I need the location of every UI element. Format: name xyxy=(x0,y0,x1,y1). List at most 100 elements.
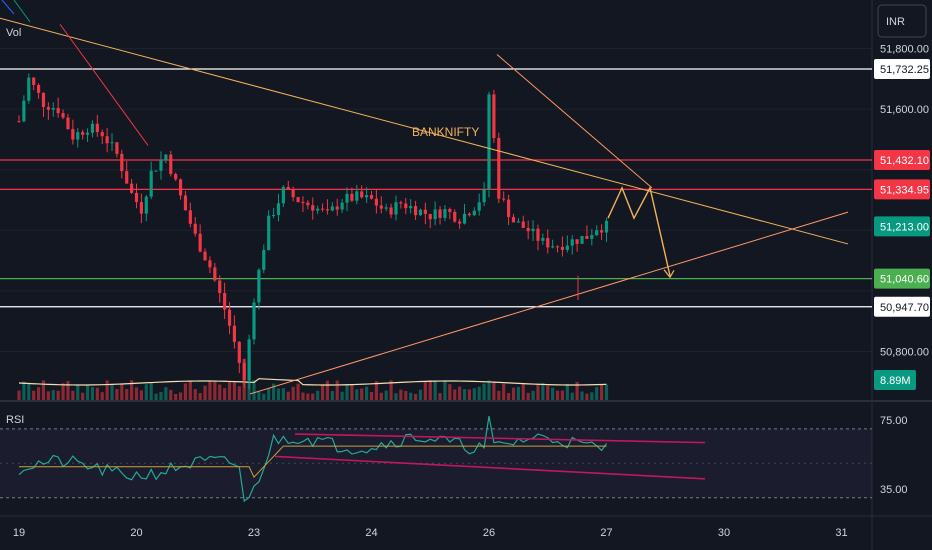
candle-body xyxy=(115,142,119,154)
candle-body xyxy=(218,280,222,293)
candle-body xyxy=(51,108,55,110)
candlestick-series[interactable] xyxy=(17,73,609,390)
rsi-channel-lower xyxy=(274,455,706,480)
volume-bar xyxy=(296,383,300,400)
candle-body xyxy=(575,239,579,244)
volume-bar xyxy=(66,381,70,400)
volume-bar xyxy=(110,385,114,400)
volume-bar xyxy=(438,393,442,400)
candle-body xyxy=(130,183,134,193)
candle-body xyxy=(237,341,241,363)
candle-body xyxy=(46,106,50,110)
candle-body xyxy=(413,206,418,216)
candle-body xyxy=(477,202,481,211)
volume-bar xyxy=(144,384,148,400)
horizontal-levels xyxy=(0,47,872,353)
candle-body xyxy=(85,132,90,135)
volume-bar xyxy=(458,386,462,400)
level-tag xyxy=(874,179,930,200)
candle-body xyxy=(335,206,339,210)
volume-bar xyxy=(164,387,168,400)
volume-bar xyxy=(399,389,403,400)
candle-body xyxy=(120,153,124,172)
volume-bar xyxy=(585,393,589,400)
candle-body xyxy=(188,210,192,224)
volume-bar xyxy=(575,381,579,400)
candle-body xyxy=(36,84,41,93)
volume-bar xyxy=(477,386,481,400)
volume-bar xyxy=(551,387,555,400)
volume-bar xyxy=(409,392,413,400)
candle-body xyxy=(516,221,520,223)
volume-bar xyxy=(526,392,530,400)
price-tick-label: 51,800.00 xyxy=(880,43,929,55)
volume-bar xyxy=(428,380,432,400)
time-tick-label: 19 xyxy=(13,527,25,539)
volume-bar xyxy=(56,390,60,400)
level-label: 51,432.10 xyxy=(880,155,929,167)
volume-bar xyxy=(227,381,232,400)
volume-bar xyxy=(125,388,129,400)
level-label: 51,040.60 xyxy=(880,274,929,286)
candle-body xyxy=(467,213,472,216)
candle-body xyxy=(144,196,148,214)
candle-body xyxy=(95,123,99,133)
candle-body xyxy=(169,154,173,174)
candle-body xyxy=(183,195,188,211)
candle-body xyxy=(56,108,60,114)
banknifty-annotation[interactable]: BANKNIFTY xyxy=(412,125,479,139)
candle-body xyxy=(22,100,26,122)
candle-body xyxy=(404,203,408,209)
volume-bar xyxy=(487,380,491,400)
volume-bar xyxy=(100,392,104,400)
volume-bar xyxy=(541,382,545,400)
volume-bar xyxy=(198,393,202,400)
volume-bar xyxy=(306,393,310,400)
time-tick-label: 27 xyxy=(600,527,612,539)
volume-bar xyxy=(301,392,305,400)
time-tick-label: 23 xyxy=(248,527,260,539)
volume-ma-line xyxy=(18,378,607,386)
volume-bar xyxy=(570,392,574,400)
volume-bar xyxy=(17,390,21,400)
volume-bar xyxy=(120,383,124,400)
drawing-stub xyxy=(13,0,31,23)
volume-bar xyxy=(565,383,569,400)
candle-body xyxy=(325,209,330,211)
candle-body xyxy=(443,209,447,218)
volume-bar xyxy=(506,393,511,400)
candle-body xyxy=(286,186,290,190)
volume-bar xyxy=(218,384,222,400)
time-tick-label: 31 xyxy=(835,527,847,539)
candle-body xyxy=(306,202,310,206)
volume-bar xyxy=(262,393,266,400)
candle-body xyxy=(418,209,423,216)
currency-button[interactable]: INR xyxy=(877,4,927,38)
volume-bar xyxy=(502,383,506,400)
volume-bar xyxy=(27,383,31,400)
candle-body xyxy=(296,197,300,203)
candle-body xyxy=(281,186,285,204)
candle-body xyxy=(276,203,281,215)
candle-body xyxy=(570,239,574,246)
volume-bar xyxy=(448,384,452,400)
candle-body xyxy=(27,77,31,101)
candle-body xyxy=(110,142,114,144)
candle-body xyxy=(590,235,594,239)
volume-bar xyxy=(36,387,41,400)
volume-bar xyxy=(389,380,393,400)
candle-body xyxy=(252,302,256,340)
level-label: 51,732.25 xyxy=(880,64,929,76)
candle-body xyxy=(159,160,163,171)
rsi-pane[interactable] xyxy=(0,428,872,499)
candle-body xyxy=(511,216,516,223)
candle-body xyxy=(360,191,364,198)
projected-path xyxy=(607,185,671,276)
volume-bar xyxy=(580,391,584,400)
volume-bar xyxy=(462,389,467,400)
volume-bar xyxy=(203,385,207,400)
ascending-trendline xyxy=(249,211,849,395)
volume-bar xyxy=(369,392,374,400)
candle-body xyxy=(472,210,476,216)
